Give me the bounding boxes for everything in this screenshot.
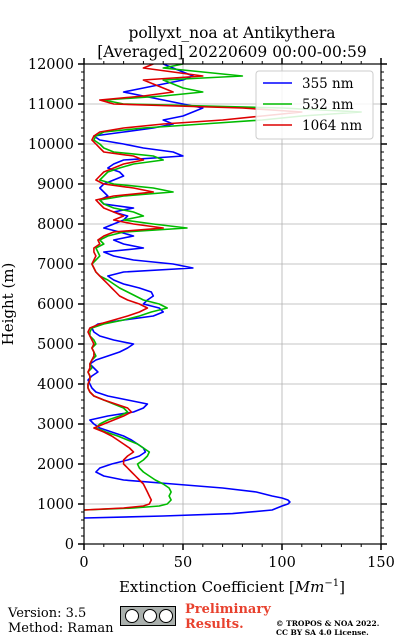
y-tick-label: 6000 <box>37 297 74 313</box>
y-tick-label: 10000 <box>28 137 74 153</box>
copyright-note: © TROPOS & NOA 2022. CC BY SA 4.0 Licens… <box>276 619 379 637</box>
chart-title-line1: pollyxt_noa at Antikythera <box>128 24 335 42</box>
x-axis-label-text: Extinction Coefficient [ <box>119 578 295 596</box>
y-tick-labels: 0 1000 2000 3000 4000 5000 6000 7000 8000 9000 100… <box>28 57 74 553</box>
x-tick-label: 50 <box>174 555 192 571</box>
axis-ticks <box>78 58 387 550</box>
y-tick-label: 9000 <box>37 177 74 193</box>
x-tick-label: 100 <box>268 555 296 571</box>
x-axis-label: Extinction Coefficient [Mm−1] <box>119 578 345 596</box>
legend-box <box>255 70 374 140</box>
cc-circle-icon <box>125 609 139 623</box>
series-lines <box>84 64 363 519</box>
x-axis-label-close: ] <box>339 578 345 596</box>
copyright-line2: CC BY SA 4.0 License. <box>276 628 369 637</box>
copyright-line1: © TROPOS & NOA 2022. <box>276 619 380 628</box>
y-tick-label: 5000 <box>37 337 74 353</box>
extinction-profile-chart: pollyxt_noa at Antikythera [Averaged] 20… <box>0 24 395 596</box>
y-tick-label: 2000 <box>37 457 74 473</box>
preliminary-line1: Preliminary <box>185 602 271 617</box>
y-tick-label: 4000 <box>37 377 74 393</box>
y-tick-label: 8000 <box>37 217 74 233</box>
y-tick-label: 12000 <box>28 57 74 73</box>
legend-label-355: 355 nm <box>302 76 354 92</box>
x-tick-label: 150 <box>367 555 395 571</box>
x-axis-label-unit: Mm <box>294 578 325 596</box>
preliminary-results-note: Preliminary Results. <box>185 602 271 632</box>
x-tick-labels: 0 50 100 150 <box>79 555 394 571</box>
series-line-532-nm <box>84 64 363 511</box>
series-line-355-nm <box>84 64 291 519</box>
y-axis-label: Height (m) <box>0 263 17 346</box>
y-tick-label: 1000 <box>37 497 74 513</box>
y-tick-label: 0 <box>65 537 74 553</box>
legend-label-532: 532 nm <box>302 97 354 113</box>
method-text: Method: Raman <box>8 621 114 636</box>
y-tick-label: 3000 <box>37 417 74 433</box>
version-text: Version: 3.5 <box>8 606 87 621</box>
legend: 355 nm 532 nm 1064 nm <box>255 70 374 140</box>
preliminary-line2: Results. <box>185 617 244 632</box>
sa-circle-icon <box>159 609 173 623</box>
series-line-1064-nm <box>84 64 303 511</box>
cc-by-sa-license-icon <box>120 606 176 626</box>
x-tick-label: 0 <box>79 555 88 571</box>
legend-label-1064: 1064 nm <box>302 118 362 134</box>
y-tick-label: 11000 <box>28 97 74 113</box>
chart-title-line2: [Averaged] 20220609 00:00-00:59 <box>97 43 367 61</box>
y-tick-label: 7000 <box>37 257 74 273</box>
x-axis-label-exponent: −1 <box>324 578 339 589</box>
by-circle-icon <box>143 609 157 623</box>
